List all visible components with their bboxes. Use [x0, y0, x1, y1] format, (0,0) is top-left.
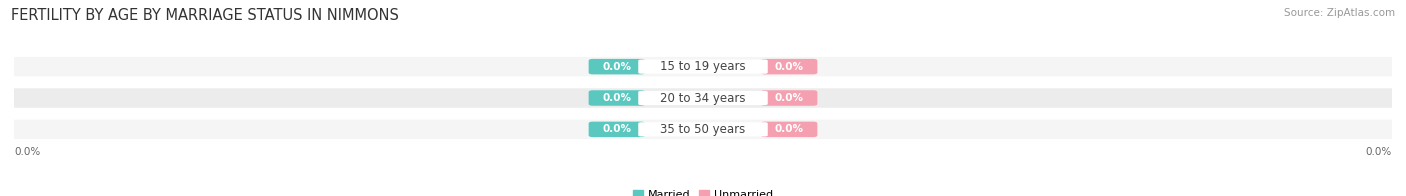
FancyBboxPatch shape	[589, 90, 645, 106]
FancyBboxPatch shape	[761, 59, 817, 74]
Text: 0.0%: 0.0%	[775, 124, 804, 134]
FancyBboxPatch shape	[638, 91, 768, 105]
Text: 0.0%: 0.0%	[1365, 147, 1392, 157]
FancyBboxPatch shape	[589, 122, 645, 137]
FancyBboxPatch shape	[638, 60, 768, 74]
FancyBboxPatch shape	[589, 59, 645, 74]
FancyBboxPatch shape	[638, 122, 768, 136]
Legend: Married, Unmarried: Married, Unmarried	[628, 185, 778, 196]
Text: 20 to 34 years: 20 to 34 years	[661, 92, 745, 104]
FancyBboxPatch shape	[11, 120, 1395, 139]
Text: 0.0%: 0.0%	[602, 62, 631, 72]
FancyBboxPatch shape	[11, 88, 1395, 108]
Text: FERTILITY BY AGE BY MARRIAGE STATUS IN NIMMONS: FERTILITY BY AGE BY MARRIAGE STATUS IN N…	[11, 8, 399, 23]
Text: 0.0%: 0.0%	[775, 93, 804, 103]
Text: 0.0%: 0.0%	[775, 62, 804, 72]
Text: Source: ZipAtlas.com: Source: ZipAtlas.com	[1284, 8, 1395, 18]
Text: 0.0%: 0.0%	[14, 147, 41, 157]
Text: 0.0%: 0.0%	[602, 124, 631, 134]
Text: 0.0%: 0.0%	[602, 93, 631, 103]
FancyBboxPatch shape	[11, 57, 1395, 76]
FancyBboxPatch shape	[761, 122, 817, 137]
Text: 15 to 19 years: 15 to 19 years	[661, 60, 745, 73]
Text: 35 to 50 years: 35 to 50 years	[661, 123, 745, 136]
FancyBboxPatch shape	[761, 90, 817, 106]
